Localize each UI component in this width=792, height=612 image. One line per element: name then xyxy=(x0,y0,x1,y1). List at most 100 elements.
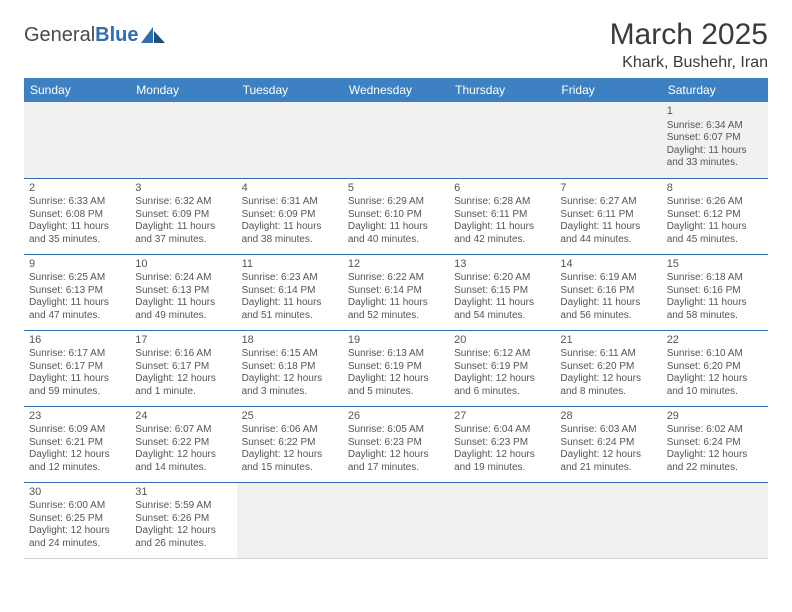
calendar-cell xyxy=(237,102,343,178)
daylight-text: Daylight: 12 hours and 15 minutes. xyxy=(242,449,338,474)
sunrise-text: Sunrise: 6:23 AM xyxy=(242,272,338,285)
day-number: 27 xyxy=(454,410,550,424)
day-number: 20 xyxy=(454,334,550,348)
sunset-text: Sunset: 6:18 PM xyxy=(242,361,338,374)
calendar-cell xyxy=(449,482,555,558)
sunrise-text: Sunrise: 6:05 AM xyxy=(348,424,444,437)
location-label: Khark, Bushehr, Iran xyxy=(610,54,768,72)
daylight-text: Daylight: 11 hours and 58 minutes. xyxy=(667,297,763,322)
daylight-text: Daylight: 11 hours and 45 minutes. xyxy=(667,221,763,246)
sunrise-text: Sunrise: 6:34 AM xyxy=(667,120,763,133)
sunset-text: Sunset: 6:09 PM xyxy=(242,209,338,222)
daylight-text: Daylight: 11 hours and 38 minutes. xyxy=(242,221,338,246)
sunrise-text: Sunrise: 5:59 AM xyxy=(135,500,231,513)
sunset-text: Sunset: 6:20 PM xyxy=(560,361,656,374)
calendar-cell: 30Sunrise: 6:00 AMSunset: 6:25 PMDayligh… xyxy=(24,482,130,558)
sunset-text: Sunset: 6:14 PM xyxy=(348,285,444,298)
sail-icon xyxy=(141,27,167,45)
calendar-cell: 13Sunrise: 6:20 AMSunset: 6:15 PMDayligh… xyxy=(449,254,555,330)
sunset-text: Sunset: 6:22 PM xyxy=(135,437,231,450)
daylight-text: Daylight: 12 hours and 12 minutes. xyxy=(29,449,125,474)
daylight-text: Daylight: 11 hours and 56 minutes. xyxy=(560,297,656,322)
sunset-text: Sunset: 6:13 PM xyxy=(29,285,125,298)
sunset-text: Sunset: 6:21 PM xyxy=(29,437,125,450)
calendar-cell: 31Sunrise: 5:59 AMSunset: 6:26 PMDayligh… xyxy=(130,482,236,558)
brand-name-part1: General xyxy=(24,24,95,46)
daylight-text: Daylight: 12 hours and 14 minutes. xyxy=(135,449,231,474)
day-number: 15 xyxy=(667,258,763,272)
calendar-cell: 21Sunrise: 6:11 AMSunset: 6:20 PMDayligh… xyxy=(555,330,661,406)
calendar-cell: 10Sunrise: 6:24 AMSunset: 6:13 PMDayligh… xyxy=(130,254,236,330)
daylight-text: Daylight: 11 hours and 40 minutes. xyxy=(348,221,444,246)
sunrise-text: Sunrise: 6:31 AM xyxy=(242,196,338,209)
day-number: 23 xyxy=(29,410,125,424)
day-header: Friday xyxy=(555,78,661,102)
calendar-cell: 7Sunrise: 6:27 AMSunset: 6:11 PMDaylight… xyxy=(555,178,661,254)
calendar-cell: 23Sunrise: 6:09 AMSunset: 6:21 PMDayligh… xyxy=(24,406,130,482)
day-number: 3 xyxy=(135,182,231,196)
calendar-cell: 4Sunrise: 6:31 AMSunset: 6:09 PMDaylight… xyxy=(237,178,343,254)
sunset-text: Sunset: 6:26 PM xyxy=(135,513,231,526)
daylight-text: Daylight: 11 hours and 51 minutes. xyxy=(242,297,338,322)
calendar-cell: 19Sunrise: 6:13 AMSunset: 6:19 PMDayligh… xyxy=(343,330,449,406)
calendar-cell: 12Sunrise: 6:22 AMSunset: 6:14 PMDayligh… xyxy=(343,254,449,330)
day-number: 28 xyxy=(560,410,656,424)
calendar-cell: 16Sunrise: 6:17 AMSunset: 6:17 PMDayligh… xyxy=(24,330,130,406)
calendar-cell: 14Sunrise: 6:19 AMSunset: 6:16 PMDayligh… xyxy=(555,254,661,330)
calendar-cell: 22Sunrise: 6:10 AMSunset: 6:20 PMDayligh… xyxy=(662,330,768,406)
day-number: 26 xyxy=(348,410,444,424)
sunset-text: Sunset: 6:20 PM xyxy=(667,361,763,374)
calendar-week: 2Sunrise: 6:33 AMSunset: 6:08 PM Daylight… xyxy=(24,178,768,254)
sunrise-text: Sunrise: 6:15 AM xyxy=(242,348,338,361)
calendar-body: 1Sunrise: 6:34 AMSunset: 6:07 PMDaylight… xyxy=(24,102,768,558)
daylight-text: Daylight: 12 hours and 8 minutes. xyxy=(560,373,656,398)
daylight-text: Daylight: 12 hours and 24 minutes. xyxy=(29,525,125,550)
sunset-text: Sunset: 6:11 PM xyxy=(560,209,656,222)
sunset-text: Sunset: 6:16 PM xyxy=(667,285,763,298)
sunset-text: Sunset: 6:24 PM xyxy=(560,437,656,450)
sunset-text: Sunset: 6:16 PM xyxy=(560,285,656,298)
daylight-text: Daylight: 12 hours and 3 minutes. xyxy=(242,373,338,398)
sunrise-text: Sunrise: 6:18 AM xyxy=(667,272,763,285)
day-number: 14 xyxy=(560,258,656,272)
day-number: 22 xyxy=(667,334,763,348)
calendar-header-row: SundayMondayTuesdayWednesdayThursdayFrid… xyxy=(24,78,768,102)
calendar-cell: 11Sunrise: 6:23 AMSunset: 6:14 PMDayligh… xyxy=(237,254,343,330)
day-number: 19 xyxy=(348,334,444,348)
calendar-cell xyxy=(555,102,661,178)
sunset-text: Sunset: 6:13 PM xyxy=(135,285,231,298)
day-number: 10 xyxy=(135,258,231,272)
daylight-text: Daylight: 12 hours and 22 minutes. xyxy=(667,449,763,474)
sunset-text: Sunset: 6:22 PM xyxy=(242,437,338,450)
sunset-text: Sunset: 6:11 PM xyxy=(454,209,550,222)
sunset-text: Sunset: 6:19 PM xyxy=(454,361,550,374)
sunrise-text: Sunrise: 6:33 AM xyxy=(29,196,125,209)
sunrise-text: Sunrise: 6:13 AM xyxy=(348,348,444,361)
sunrise-text: Sunrise: 6:17 AM xyxy=(29,348,125,361)
calendar-cell: 26Sunrise: 6:05 AMSunset: 6:23 PMDayligh… xyxy=(343,406,449,482)
day-number: 1 xyxy=(667,105,763,119)
daylight-text: Daylight: 12 hours and 26 minutes. xyxy=(135,525,231,550)
day-number: 12 xyxy=(348,258,444,272)
day-number: 2 xyxy=(29,182,125,196)
calendar-cell xyxy=(449,102,555,178)
sunset-text: Sunset: 6:08 PM xyxy=(29,209,125,222)
day-number: 31 xyxy=(135,486,231,500)
calendar-week: 16Sunrise: 6:17 AMSunset: 6:17 PMDayligh… xyxy=(24,330,768,406)
day-header: Tuesday xyxy=(237,78,343,102)
sunrise-text: Sunrise: 6:16 AM xyxy=(135,348,231,361)
calendar-cell: 17Sunrise: 6:16 AMSunset: 6:17 PMDayligh… xyxy=(130,330,236,406)
day-number: 5 xyxy=(348,182,444,196)
title-block: March 2025 Khark, Bushehr, Iran xyxy=(610,18,768,72)
calendar-cell: 20Sunrise: 6:12 AMSunset: 6:19 PMDayligh… xyxy=(449,330,555,406)
sunset-text: Sunset: 6:14 PM xyxy=(242,285,338,298)
sunrise-text: Sunrise: 6:04 AM xyxy=(454,424,550,437)
day-number: 9 xyxy=(29,258,125,272)
calendar-cell xyxy=(343,102,449,178)
calendar-cell: 29Sunrise: 6:02 AMSunset: 6:24 PMDayligh… xyxy=(662,406,768,482)
daylight-text: Daylight: 11 hours and 52 minutes. xyxy=(348,297,444,322)
day-header: Saturday xyxy=(662,78,768,102)
sunset-text: Sunset: 6:24 PM xyxy=(667,437,763,450)
sunset-text: Sunset: 6:25 PM xyxy=(29,513,125,526)
calendar-cell xyxy=(555,482,661,558)
